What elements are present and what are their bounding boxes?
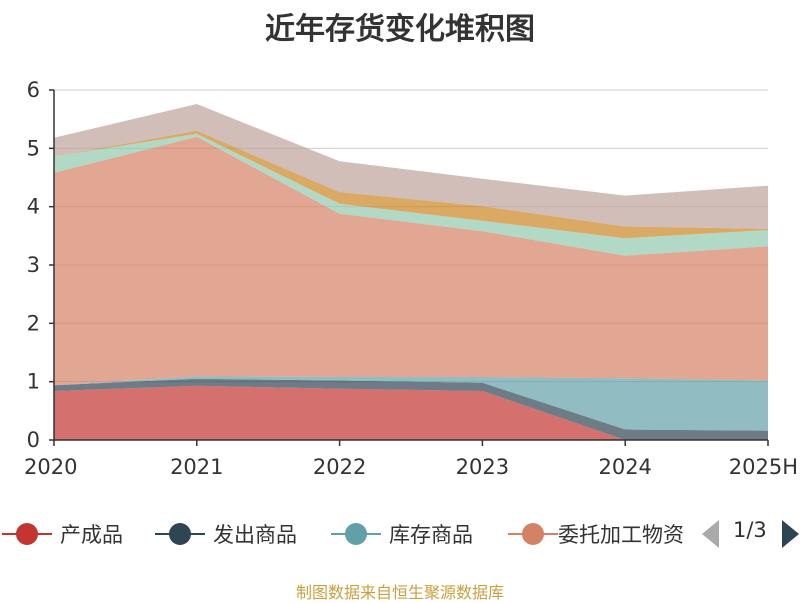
legend-marker-3 [508, 514, 558, 554]
legend-dot-0 [16, 523, 38, 545]
legend-item-3[interactable]: 委托加工物资 [508, 514, 684, 554]
area-series-7 [54, 104, 768, 229]
tick-labels: 0 1 2 3 4 5 6 2020 2021 2022 2023 2024 2025H [24, 78, 798, 479]
y-tick-label-1: 1 [27, 370, 40, 394]
area-series [54, 104, 768, 440]
legend-marker-2 [331, 514, 381, 554]
legend-page-indicator: 1/3 [733, 518, 767, 542]
legend-next-page-arrow-icon[interactable] [782, 520, 799, 548]
legend-label-0: 产成品 [60, 523, 123, 547]
legend: 产成品 发出商品 库存商品 委托加工物资 [0, 514, 800, 554]
x-tick-label-3: 2023 [456, 455, 509, 479]
legend-dot-1 [169, 523, 191, 545]
chart-title: 近年存货变化堆积图 [265, 12, 535, 47]
x-tick-label-4: 2024 [598, 455, 651, 479]
legend-dot-2 [345, 523, 367, 545]
legend-label-3: 委托加工物资 [558, 523, 684, 547]
legend-label-1: 发出商品 [213, 523, 297, 547]
y-tick-label-2: 2 [27, 311, 40, 335]
x-tick-label-5: 2025H [729, 455, 798, 479]
data-source-note: 制图数据来自恒生聚源数据库 [295, 583, 504, 602]
axes [49, 89, 769, 446]
legend-marker-1 [155, 514, 205, 554]
area-series-0 [54, 385, 768, 440]
area-series-3 [54, 136, 768, 386]
area-series-4 [54, 133, 768, 256]
y-tick-label-3: 3 [27, 253, 40, 277]
y-tick-label-4: 4 [27, 195, 40, 219]
legend-marker-0 [2, 514, 52, 554]
legend-dot-3 [522, 523, 544, 545]
x-tick-label-1: 2021 [170, 455, 223, 479]
y-tick-label-5: 5 [27, 136, 40, 160]
legend-item-1[interactable]: 发出商品 [155, 514, 297, 554]
legend-prev-page-arrow-icon[interactable] [702, 520, 719, 548]
area-series-1 [54, 378, 768, 440]
area-series-2 [54, 376, 768, 431]
legend-item-2[interactable]: 库存商品 [331, 514, 473, 554]
x-tick-label-0: 2020 [24, 455, 77, 479]
y-tick-label-6: 6 [27, 78, 40, 102]
y-tick-label-0: 0 [27, 428, 40, 452]
legend-label-2: 库存商品 [389, 523, 473, 547]
legend-item-0[interactable]: 产成品 [2, 514, 123, 554]
x-tick-label-2: 2022 [313, 455, 366, 479]
